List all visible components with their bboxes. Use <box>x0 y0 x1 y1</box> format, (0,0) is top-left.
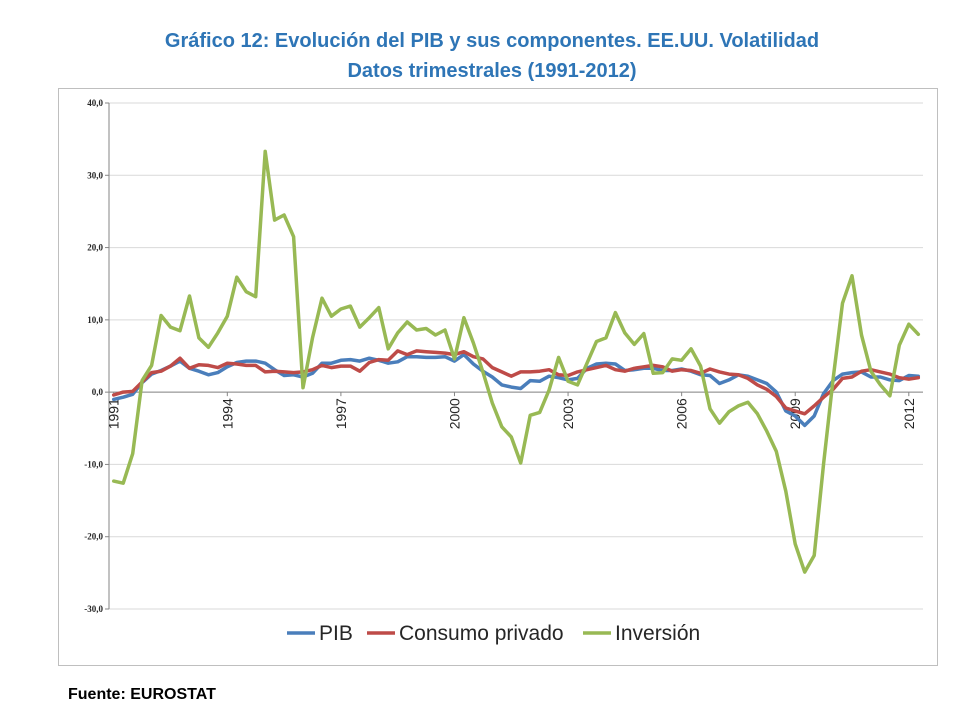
legend: PIB Consumo privado Inversión <box>287 622 700 645</box>
source-note: Fuente: EUROSTAT <box>68 686 216 703</box>
y-tick-label: 10,0 <box>87 315 103 325</box>
legend-label-consumo-privado: Consumo privado <box>399 622 564 645</box>
y-axis-ticks: -30,0 -20,0 -10,0 0,0 10,0 20,0 30,0 40,0 <box>84 98 110 614</box>
y-tick-label: 30,0 <box>87 170 103 180</box>
legend-label-inversi-n: Inversión <box>615 622 700 645</box>
gridlines <box>109 102 923 610</box>
y-tick-label: -30,0 <box>84 604 103 614</box>
x-tick-label: 2006 <box>674 398 690 429</box>
series-line-inversi-n <box>111 149 921 574</box>
x-tick-label: 2000 <box>446 398 462 429</box>
y-tick-label: -20,0 <box>84 532 103 542</box>
chart-title: Gráfico 12: Evolución del PIB y sus comp… <box>0 26 960 86</box>
title-line-1: Gráfico 12: Evolución del PIB y sus comp… <box>164 30 820 52</box>
x-tick-label: 2003 <box>560 398 576 429</box>
line-chart: -30,0 -20,0 -10,0 0,0 10,0 20,0 30,0 40,0 1991 1… <box>84 98 923 645</box>
x-tick-label: 2012 <box>901 398 917 429</box>
y-tick-label: 20,0 <box>87 243 103 253</box>
x-tick-label: 1997 <box>333 398 349 429</box>
y-tick-label: -10,0 <box>84 459 103 469</box>
chart-frame: -30,0 -20,0 -10,0 0,0 10,0 20,0 30,0 40,0 1991 1… <box>58 88 938 666</box>
title-line-2: Datos trimestrales (1991-2012) <box>347 60 637 82</box>
x-tick-label: 1991 <box>106 398 122 429</box>
x-axis-ticks: 1991 1994 1997 2000 2003 2006 2009 2012 <box>106 392 917 429</box>
x-tick-label: 1994 <box>219 398 235 429</box>
series-line-consumo-privado <box>111 349 921 416</box>
series-lines <box>111 149 921 574</box>
y-tick-label: 0,0 <box>92 387 104 397</box>
y-tick-label: 40,0 <box>87 98 103 108</box>
legend-label-pib: PIB <box>319 622 353 645</box>
